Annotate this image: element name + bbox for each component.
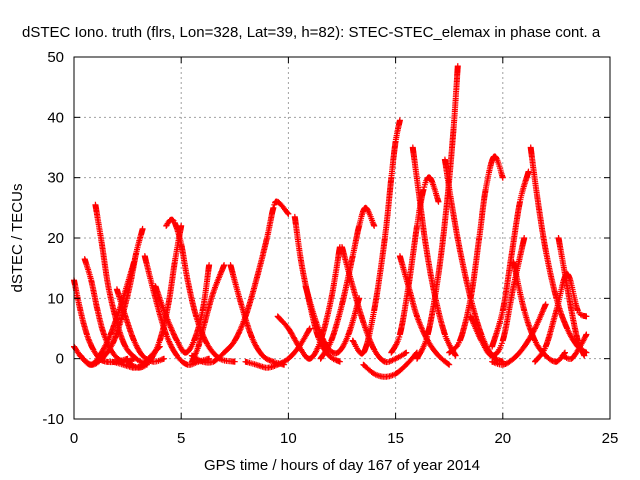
data-markers [152, 262, 213, 356]
data-markers [242, 325, 313, 371]
data-series-pass-05 [77, 225, 146, 368]
data-series-pass-21 [349, 117, 403, 357]
data-series-pass-11 [152, 262, 213, 356]
data-series-pass-22 [360, 349, 420, 380]
data-series-pass-19 [317, 204, 378, 362]
data-markers [489, 168, 532, 350]
chart-title: dSTEC Iono. truth (flrs, Lon=328, Lat=39… [22, 24, 601, 41]
data-markers [227, 262, 288, 368]
data-series-pass-15 [242, 325, 313, 371]
data-markers [302, 283, 363, 357]
x-tick-label: 10 [280, 430, 297, 447]
data-series-pass-08 [141, 253, 213, 368]
x-tick-label: 25 [602, 430, 619, 447]
data-markers [188, 198, 292, 366]
data-layer [71, 63, 590, 380]
data-series-pass-12 [188, 262, 228, 365]
y-tick-label: 40 [47, 109, 64, 126]
data-markers [527, 144, 590, 356]
x-tick-label: 5 [177, 430, 185, 447]
data-series-pass-32 [527, 144, 590, 356]
data-series-pass-14 [227, 262, 288, 368]
x-tick-label: 20 [494, 430, 511, 447]
y-tick-label: 50 [47, 49, 64, 66]
data-series-pass-13 [188, 198, 292, 366]
y-tick-label: 10 [47, 290, 64, 307]
data-series-pass-18 [302, 283, 363, 357]
data-series-pass-30 [489, 168, 532, 350]
y-tick-label: 20 [47, 230, 64, 247]
data-markers [559, 331, 590, 362]
data-series-pass-04 [92, 201, 150, 368]
data-markers [339, 244, 410, 366]
data-markers [274, 244, 343, 362]
data-series-pass-20 [339, 244, 410, 366]
data-markers [92, 201, 150, 368]
data-markers [113, 286, 167, 365]
data-markers [510, 259, 568, 365]
y-tick-label: -10 [42, 411, 64, 428]
x-axis-title: GPS time / hours of day 167 of year 2014 [204, 457, 480, 474]
data-markers [317, 204, 378, 362]
data-series-pass-33 [510, 259, 568, 365]
data-markers [141, 253, 213, 368]
data-markers [77, 225, 146, 368]
data-markers [388, 174, 442, 356]
data-series-pass-24 [388, 174, 442, 356]
data-series-pass-06 [113, 286, 167, 365]
y-axis: -10 0 10 20 30 40 50 [42, 49, 610, 428]
data-series-pass-36 [559, 331, 590, 362]
x-axis: 0 5 10 15 20 25 [70, 57, 619, 447]
data-series-pass-28 [446, 153, 506, 356]
y-tick-label: 30 [47, 170, 64, 187]
x-tick-label: 0 [70, 430, 78, 447]
data-markers [188, 262, 228, 365]
data-markers [360, 349, 420, 380]
y-axis-title: dSTEC / TECUs [9, 184, 26, 293]
y-tick-label: 0 [56, 351, 64, 368]
x-tick-label: 15 [387, 430, 404, 447]
data-markers [349, 117, 403, 357]
data-markers [446, 153, 506, 356]
data-series-pass-17 [274, 244, 343, 362]
